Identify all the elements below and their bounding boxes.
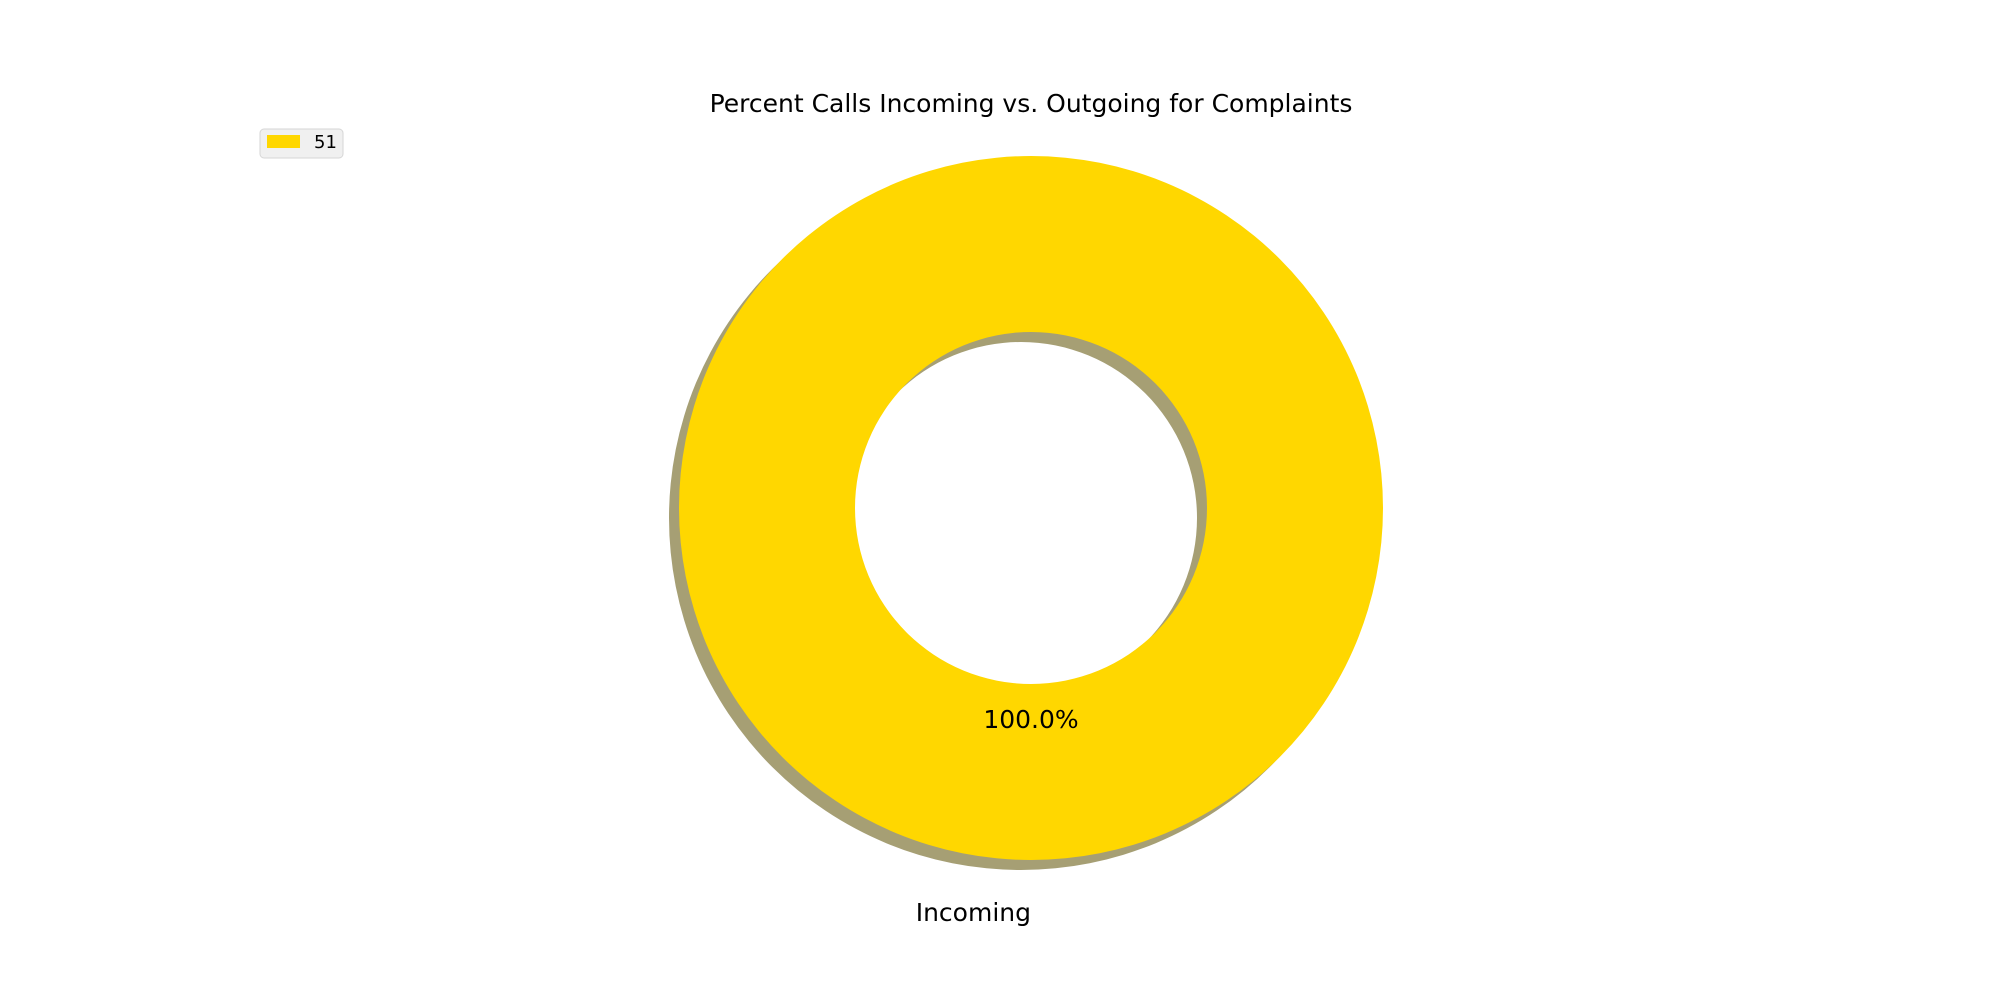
labels-layer: 100.0% Incoming <box>916 705 1079 927</box>
slice-category-label: Incoming <box>916 898 1031 927</box>
pie-slice-incoming <box>679 156 1383 860</box>
legend-swatch <box>267 135 300 148</box>
legend-entries: 51 <box>267 132 337 153</box>
legend-label: 51 <box>314 132 337 153</box>
slices-layer <box>669 156 1383 870</box>
chart-title: Percent Calls Incoming vs. Outgoing for … <box>710 89 1353 118</box>
slice-percent-label: 100.0% <box>983 705 1078 734</box>
legend: 51 <box>259 128 344 159</box>
